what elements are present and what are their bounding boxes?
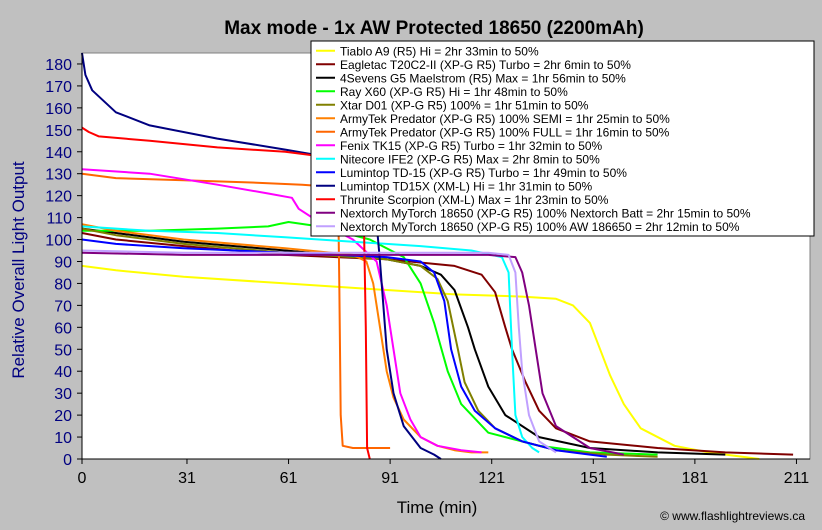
- series-line-9: [81, 238, 607, 458]
- legend-label-5: ArmyTek Predator (XP-G R5) 100% SEMI = 1…: [340, 112, 670, 126]
- x-tick-label: 211: [784, 470, 810, 487]
- x-tick-label: 121: [478, 470, 505, 487]
- chart-legend: Tiablo A9 (R5) Hi = 2hr 33min to 50%Eagl…: [310, 40, 815, 237]
- legend-label-11: Thrunite Scorpion (XM-L) Max = 1hr 23min…: [340, 193, 609, 207]
- y-tick-label: 20: [54, 408, 72, 425]
- legend-label-7: Fenix TK15 (XP-G R5) Turbo = 1hr 32min t…: [340, 139, 603, 153]
- legend-label-6: ArmyTek Predator (XP-G R5) 100% FULL = 1…: [340, 125, 670, 139]
- y-tick-label: 50: [54, 342, 72, 359]
- legend-label-9: Lumintop TD-15 (XP-G R5) Turbo = 1hr 49m…: [340, 166, 627, 180]
- y-tick-label: 180: [45, 57, 72, 74]
- y-tick-label: 40: [54, 364, 72, 381]
- legend-label-1: Eagletac T20C2-II (XP-G R5) Turbo = 2hr …: [340, 58, 631, 72]
- x-tick-label: 151: [580, 470, 607, 487]
- y-tick-label: 80: [54, 276, 72, 293]
- y-tick-label: 0: [63, 452, 72, 469]
- y-tick-label: 170: [45, 79, 72, 96]
- series-line-2: [81, 227, 726, 456]
- x-tick-label: 91: [381, 470, 399, 487]
- legend-label-12: Nextorch MyTorch 18650 (XP-G R5) 100% Ne…: [340, 206, 751, 220]
- series-line-3: [82, 221, 658, 456]
- x-tick-label: 31: [178, 470, 196, 487]
- y-axis-label: Relative Overall Light Output: [9, 161, 28, 379]
- legend-label-8: Nitecore IFE2 (XP-G R5) Max = 2hr 8min t…: [340, 152, 600, 166]
- legend-label-2: 4Sevens G5 Maelstrom (R5) Max = 1hr 56mi…: [340, 71, 626, 85]
- legend-label-10: Lumintop TD15X (XM-L) Hi = 1hr 31min to …: [340, 179, 593, 193]
- axis-layer: 0 31 61 91 121 151 181 211 0 10 20 30 40 50 60 70 80 90 10…: [45, 53, 810, 487]
- y-tick-label: 160: [45, 101, 72, 118]
- chart-title: Max mode - 1x AW Protected 18650 (2200mA…: [224, 18, 644, 39]
- x-tick-label: 181: [682, 470, 709, 487]
- series-line-7: [81, 168, 482, 454]
- y-tick-label: 100: [45, 233, 72, 250]
- x-tick-label: 0: [78, 470, 87, 487]
- x-tick-label: 61: [280, 470, 298, 487]
- copyright-text: © www.flashlightreviews.ca: [660, 509, 805, 523]
- series-line-0: [81, 264, 760, 460]
- y-tick-label: 10: [54, 430, 72, 447]
- y-tick-label: 90: [54, 254, 72, 271]
- x-axis-label: Time (min): [397, 498, 478, 517]
- y-tick-label: 70: [54, 298, 72, 315]
- series-line-13: [81, 249, 557, 454]
- legend-box: [310, 40, 815, 237]
- y-tick-label: 150: [45, 123, 72, 140]
- series-layer: [81, 52, 794, 460]
- y-tick-label: 120: [45, 189, 72, 206]
- legend-label-4: Xtar D01 (XP-G R5) 100% = 1hr 51min to 5…: [340, 98, 589, 112]
- series-line-8: [81, 225, 540, 454]
- legend-label-0: Tiablo A9 (R5) Hi = 2hr 33min to 50%: [340, 44, 539, 58]
- series-line-12: [81, 251, 624, 456]
- y-tick-label: 60: [54, 320, 72, 337]
- legend-label-3: Ray X60 (XP-G R5) Hi = 1hr 48min to 50%: [340, 85, 568, 99]
- y-tick-label: 30: [54, 386, 72, 403]
- y-tick-label: 140: [45, 145, 72, 162]
- y-tick-label: 130: [45, 167, 72, 184]
- y-tick-label: 110: [46, 211, 72, 228]
- legend-label-13: Nextorch MyTorch 18650 (XP-G R5) 100% AW…: [340, 220, 740, 234]
